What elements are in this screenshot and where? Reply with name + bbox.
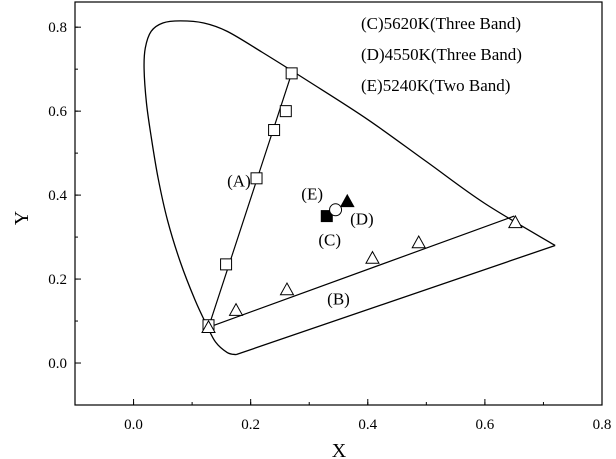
annotation-label: (B) — [327, 289, 350, 308]
data-point-triangle — [339, 193, 355, 208]
spectral-locus — [143, 20, 556, 356]
y-tick-label: 0.0 — [48, 356, 67, 372]
data-point-triangle — [507, 214, 523, 229]
y-tick-label: 0.8 — [48, 20, 67, 36]
x-tick-label: 0.0 — [124, 417, 143, 433]
gamut-line — [208, 215, 515, 328]
data-point-triangle — [201, 319, 216, 334]
data-point-triangle — [228, 302, 244, 316]
y-tick-label: 0.6 — [48, 104, 67, 120]
data-point-triangle — [365, 250, 380, 264]
y-tick-label: 0.4 — [48, 188, 67, 204]
data-point-circle — [329, 203, 343, 217]
plot-frame — [74, 1, 603, 406]
annotation-label: (E) — [301, 184, 323, 203]
x-tick-label: 0.8 — [593, 417, 612, 433]
legend-entry-e: (E)5240K(Two Band) — [361, 76, 510, 95]
legend-entry-d: (D)4550K(Three Band) — [361, 45, 522, 64]
data-point-triangle — [279, 282, 295, 296]
legend-entry-c: (C)5620K(Three Band) — [361, 14, 521, 33]
data-point-triangle — [411, 235, 427, 249]
x-axis-title: X — [332, 440, 347, 459]
x-tick-label: 0.4 — [358, 417, 377, 433]
gamut-line — [207, 73, 293, 328]
data-point-square — [220, 258, 233, 271]
legend: (C)5620K(Three Band) (D)4550K(Three Band… — [361, 14, 522, 95]
plot-area: (A) (B) (C) (D) (E) — [143, 20, 556, 356]
purple-line — [235, 244, 556, 356]
data-point-square — [279, 105, 292, 118]
y-tick-label: 0.2 — [48, 272, 67, 288]
axes: 0.0 0.2 0.4 0.6 0.8 0.0 0.2 0.4 0.6 0.8 — [48, 1, 612, 433]
data-point-square — [268, 124, 281, 137]
annotation-label: (C) — [318, 230, 341, 249]
data-point-square — [285, 67, 298, 80]
x-tick-label: 0.2 — [241, 417, 260, 433]
data-point-square — [320, 210, 333, 223]
x-tick-label: 0.6 — [476, 417, 495, 433]
y-axis-title: Y — [11, 211, 33, 225]
annotation-label: (A) — [227, 172, 251, 191]
annotation-label: (D) — [350, 209, 374, 228]
data-point-square — [250, 172, 263, 185]
